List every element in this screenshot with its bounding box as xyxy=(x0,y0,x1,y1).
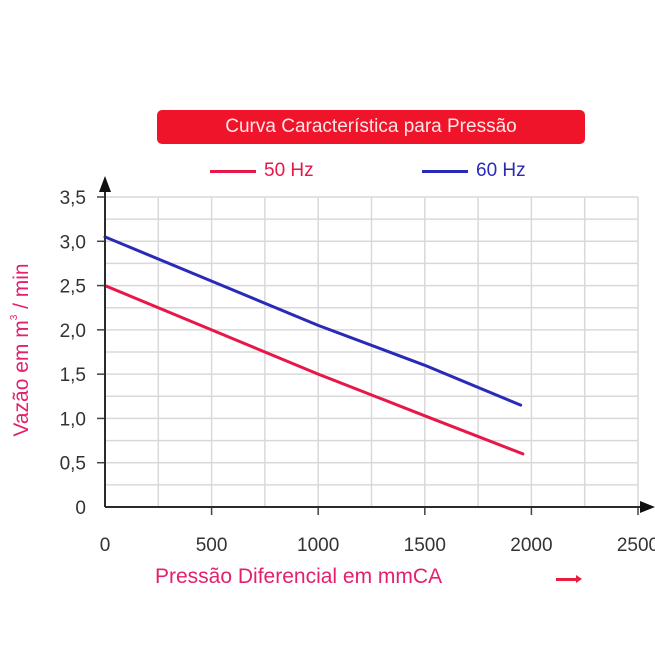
x-tick-label: 2500 xyxy=(617,535,655,556)
x-tick-label: 1500 xyxy=(404,535,446,556)
x-axis-label: Pressão Diferencial em mmCA xyxy=(155,565,443,588)
legend-swatch-50hz xyxy=(210,170,256,173)
x-axis-arrow-icon xyxy=(640,501,655,513)
legend-swatch-60hz xyxy=(422,170,468,173)
y-tick-label: 0 xyxy=(75,498,86,519)
chart-title: Curva Característica para Pressão xyxy=(157,110,585,144)
y-tick-label: 0,5 xyxy=(60,454,86,475)
y-axis-label: Vazão em m3 / min xyxy=(9,263,33,437)
legend-label-60hz: 60 Hz xyxy=(476,160,526,181)
x-tick-label: 500 xyxy=(196,535,228,556)
y-tick-label: 2,5 xyxy=(60,277,86,298)
x-label-arrow-icon xyxy=(556,575,582,583)
data-series xyxy=(103,235,525,456)
series-line-60hz xyxy=(103,235,523,407)
axis-ticks xyxy=(97,196,639,515)
x-tick-label: 2000 xyxy=(510,535,552,556)
x-tick-label: 0 xyxy=(100,535,111,556)
y-tick-label: 1,0 xyxy=(60,409,86,430)
y-tick-label: 2,0 xyxy=(60,321,86,342)
x-tick-label: 1000 xyxy=(297,535,339,556)
grid-lines xyxy=(105,196,639,507)
y-axis-arrow-icon xyxy=(99,176,111,192)
legend-label-50hz: 50 Hz xyxy=(264,160,314,181)
y-tick-label: 3,5 xyxy=(60,188,86,209)
series-line-50hz xyxy=(103,284,525,456)
tick-labels: 0 500 1000 1500 2000 2500 0 0,5 1,0 1,5 2,0 2,5 3,0 3… xyxy=(60,188,655,556)
y-tick-label: 1,5 xyxy=(60,365,86,386)
y-tick-label: 3,0 xyxy=(60,232,86,253)
